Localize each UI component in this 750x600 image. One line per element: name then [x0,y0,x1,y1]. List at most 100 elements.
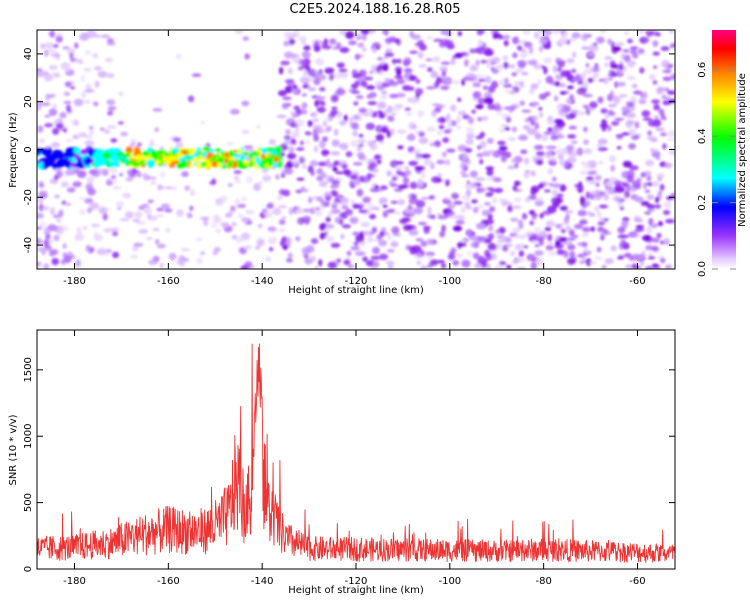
spectrogram-cell [418,137,429,144]
spectrogram-cell [244,53,250,60]
spectrogram-cell [408,197,419,205]
spectrogram-cell [486,60,491,69]
spectrogram-cell [283,40,289,47]
spectrogram-cell [330,151,341,156]
spectrogram-cell [581,241,588,248]
spectrogram-cell [453,200,463,205]
spectrogram-cell [125,177,134,182]
spectrogram-cell [350,246,360,251]
spectrogram-cell [96,248,107,256]
spectrogram-cell [486,187,495,191]
spectrogram-cell [662,76,672,82]
spectrogram-cell [567,244,576,251]
spectrogram-cell [662,116,667,121]
spectrogram-cell [659,183,665,191]
spectrogram-cell [609,155,616,163]
spectrogram-cell [442,137,450,144]
spectrogram-cell [70,118,80,127]
spectrogram-cell [521,72,529,76]
spectrogram-cell [427,206,432,215]
spectrogram-cell [567,85,574,90]
spectrogram-cell [380,58,386,66]
spectrogram-cell [619,242,625,250]
spectrogram-cell [39,221,47,229]
spectrogram-band-cell [155,159,161,165]
spectrogram-cell [241,129,250,134]
spectrogram-cell [605,188,614,193]
spectrogram-cell [577,188,583,193]
spectrogram-cell [472,82,482,88]
spectrogram-cell [479,159,484,165]
spectrogram-cell [634,196,644,203]
spectrogram-cell [394,211,401,215]
spectrogram-cell [136,220,146,225]
snr-x-tick-label: -60 [629,576,645,587]
spectrogram-cell [65,169,76,174]
spectrogram-cell [367,236,374,243]
spectrogram-cell [63,100,72,105]
spectrogram-cell [464,147,473,153]
spectrogram-cell [421,196,429,200]
spectrogram-cell [419,43,427,51]
spectrogram-cell [346,250,352,257]
spectrogram-cell [588,261,597,265]
spectrogram-band-cell [243,160,250,166]
spectrogram-cell [552,201,560,208]
spectrogram-cell [529,220,535,226]
spectrogram-cell [477,145,482,150]
snr-y-tick-label: 0 [23,566,34,572]
spectrogram-cell [43,263,49,269]
spectrogram-cell [325,216,331,223]
spectrogram-cell [313,77,321,86]
spectrogram-cell [267,226,276,231]
spectrogram-cell [551,189,559,197]
spectrogram-cell [97,168,106,173]
spectrogram-cell [435,81,441,86]
spectrogram-cell [105,180,114,186]
spectrogram-cell [286,258,293,263]
spectrogram-cell [342,204,348,210]
spectrogram-cell [469,170,478,178]
spectrogram-cell [54,194,60,199]
spectrogram-cell [298,156,305,164]
spectrogram-cell [611,72,618,77]
spectrogram-cell [530,189,537,195]
spectrogram-cell [75,259,81,268]
spectrogram-cell [607,38,613,45]
spectrogram-cell [579,195,585,204]
spectrogram-cell [84,89,94,93]
spectrogram-cell [317,74,327,81]
spectrogram-band-cell [201,161,207,167]
spectrogram-cell [487,242,497,251]
spectrogram-band-cell [156,149,165,156]
spectrogram-cell [117,206,122,211]
spectrogram-cell [352,162,363,166]
spectrogram-cell [331,208,341,214]
spectrogram-cell [351,122,359,130]
spectrogram-cell [495,111,503,116]
spectrogram-cell [278,219,286,225]
spectrogram-cell [133,242,144,247]
spectrogram-cell [374,155,381,159]
spectrogram-cell [191,73,202,78]
spectrogram-cell [571,140,578,145]
spectrogram-cell [238,247,247,255]
spectrogram-cell [644,189,651,194]
spectrogram-cell [538,38,548,45]
spectrogram-cell [510,105,516,111]
spectrogram-cell [423,158,432,166]
spectrogram-cell [610,164,616,172]
spectrogram-cell [374,71,384,75]
spectrogram-cell [599,123,609,128]
spectrogram-x-tick-label: -60 [629,276,645,287]
spectrogram-cell [105,249,112,253]
spectrogram-cell [587,53,595,57]
spectrogram-cell [375,134,385,142]
spectrogram-cell [307,87,317,92]
spectrogram-cell [520,49,530,58]
spectrogram-cell [663,237,670,244]
spectrogram-cell [384,30,389,37]
spectrogram-cell [613,195,621,202]
spectrogram-cell [357,42,365,48]
spectrogram-cell [148,259,158,265]
